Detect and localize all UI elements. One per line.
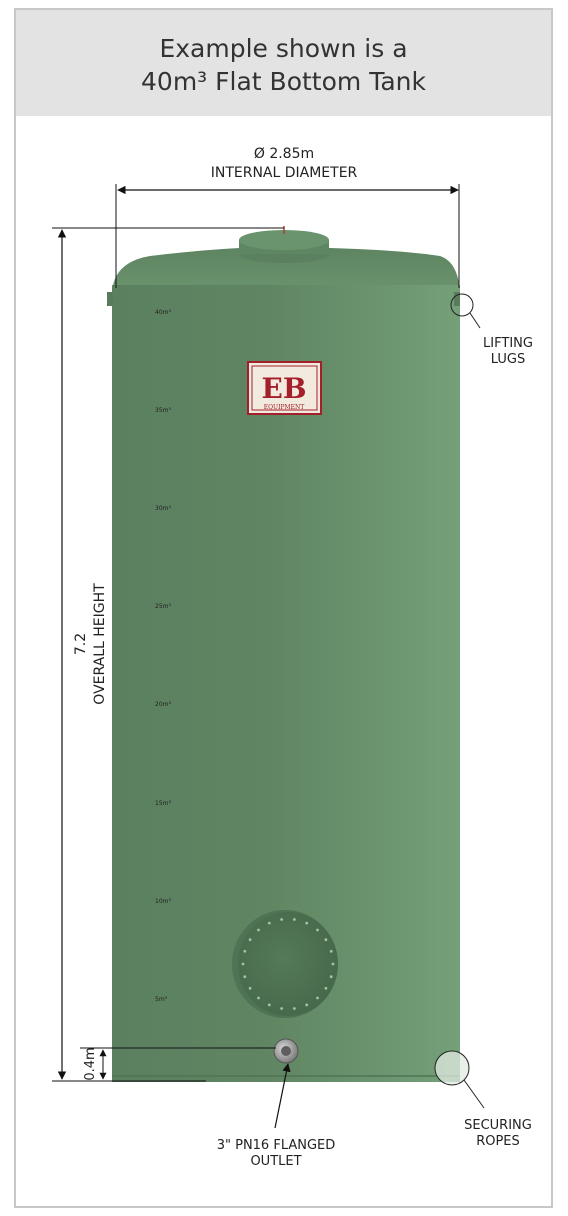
height-label: OVERALL HEIGHT: [92, 583, 108, 705]
manway-bolt: [267, 921, 271, 925]
top-hatch: [239, 230, 329, 250]
volume-mark-30: 30m³: [155, 505, 171, 512]
outlet-label-2: OUTLET: [250, 1154, 301, 1169]
manway-bolt: [324, 986, 328, 990]
manway-bolt: [243, 975, 247, 979]
height-dimension: 7.2 OVERALL HEIGHT: [52, 227, 284, 1082]
manway-bolt: [280, 918, 283, 921]
logo-subtext: EQUIPMENT: [264, 404, 305, 411]
title-line-1: Example shown is a: [159, 34, 408, 63]
manway-bolt: [267, 1003, 271, 1007]
outlet-height-value: 0.4m: [83, 1047, 98, 1080]
manway-bolt: [329, 949, 333, 953]
manway-bolt: [316, 996, 319, 1000]
manway-bolt: [257, 996, 260, 1000]
manway-bolt: [293, 918, 296, 921]
outlet-leader-arrow: [274, 1063, 291, 1129]
securing-ropes-leader: [463, 1079, 485, 1109]
manway-bolt: [305, 921, 309, 925]
volume-mark-40: 40m³: [155, 309, 171, 316]
manway-bolt: [243, 949, 247, 953]
manway-bolt: [257, 928, 260, 932]
volume-mark-25: 25m³: [155, 603, 171, 610]
securing-ropes-callout: SECURING ROPES: [434, 1050, 532, 1149]
volume-scale: 40m³ 35m³ 30m³ 25m³ 20m³ 15m³ 10m³ 5m³: [155, 309, 171, 1003]
title-banner: Example shown is a 40m³ Flat Bottom Tank: [16, 10, 551, 116]
height-value: 7.2: [73, 633, 89, 655]
outlet-label-1: 3" PN16 FLANGED: [217, 1138, 336, 1153]
tank-body: [107, 226, 460, 1082]
manway-bolt: [241, 962, 245, 966]
manway-bolt: [331, 962, 335, 966]
diameter-value: Ø 2.85m: [254, 146, 314, 162]
manway-bolt: [324, 938, 328, 942]
logo-letters: EB: [261, 372, 306, 405]
volume-mark-10: 10m³: [155, 898, 171, 905]
outlet-height-dimension: 0.4m: [80, 1047, 276, 1081]
volume-mark-15: 15m³: [155, 800, 171, 807]
volume-mark-20: 20m³: [155, 701, 171, 708]
manway-hatch: [238, 912, 338, 1016]
securing-ropes-label-2: ROPES: [476, 1134, 520, 1149]
manway-bolt: [305, 1003, 309, 1007]
lifting-lugs-label-1: LIFTING: [483, 336, 533, 351]
lifting-lug-right: [454, 292, 460, 306]
title-line-2: 40m³ Flat Bottom Tank: [141, 67, 426, 96]
securing-ropes-marker: [434, 1050, 470, 1086]
eb-equipment-logo: EB EQUIPMENT: [247, 361, 322, 415]
securing-ropes-label-1: SECURING: [464, 1118, 532, 1133]
manway-bolt: [248, 938, 252, 942]
diameter-dimension: Ø 2.85m INTERNAL DIAMETER: [115, 146, 460, 288]
lifting-lugs-leader: [469, 312, 481, 329]
lifting-lug-left: [107, 292, 113, 306]
manway-bolt: [329, 975, 333, 979]
volume-mark-35: 35m³: [155, 407, 171, 414]
manway-bolt: [316, 928, 319, 932]
volume-mark-5: 5m³: [155, 996, 168, 1003]
lifting-lugs-callout: LIFTING LUGS: [450, 293, 533, 367]
manway-bolt: [280, 1007, 283, 1010]
diameter-label: INTERNAL DIAMETER: [211, 165, 358, 181]
manway-bolts: [241, 918, 335, 1010]
lifting-lugs-marker: [450, 293, 474, 317]
logo-inner-border: [251, 365, 318, 411]
outlet-callout: 3" PN16 FLANGED OUTLET: [217, 1063, 336, 1169]
tank-dome: [112, 248, 460, 292]
manway-bolt: [293, 1007, 296, 1010]
lifting-lugs-label-2: LUGS: [491, 352, 525, 367]
logo-background: [247, 361, 322, 415]
manway-bolt: [248, 986, 252, 990]
outlet-bore: [281, 1046, 291, 1056]
